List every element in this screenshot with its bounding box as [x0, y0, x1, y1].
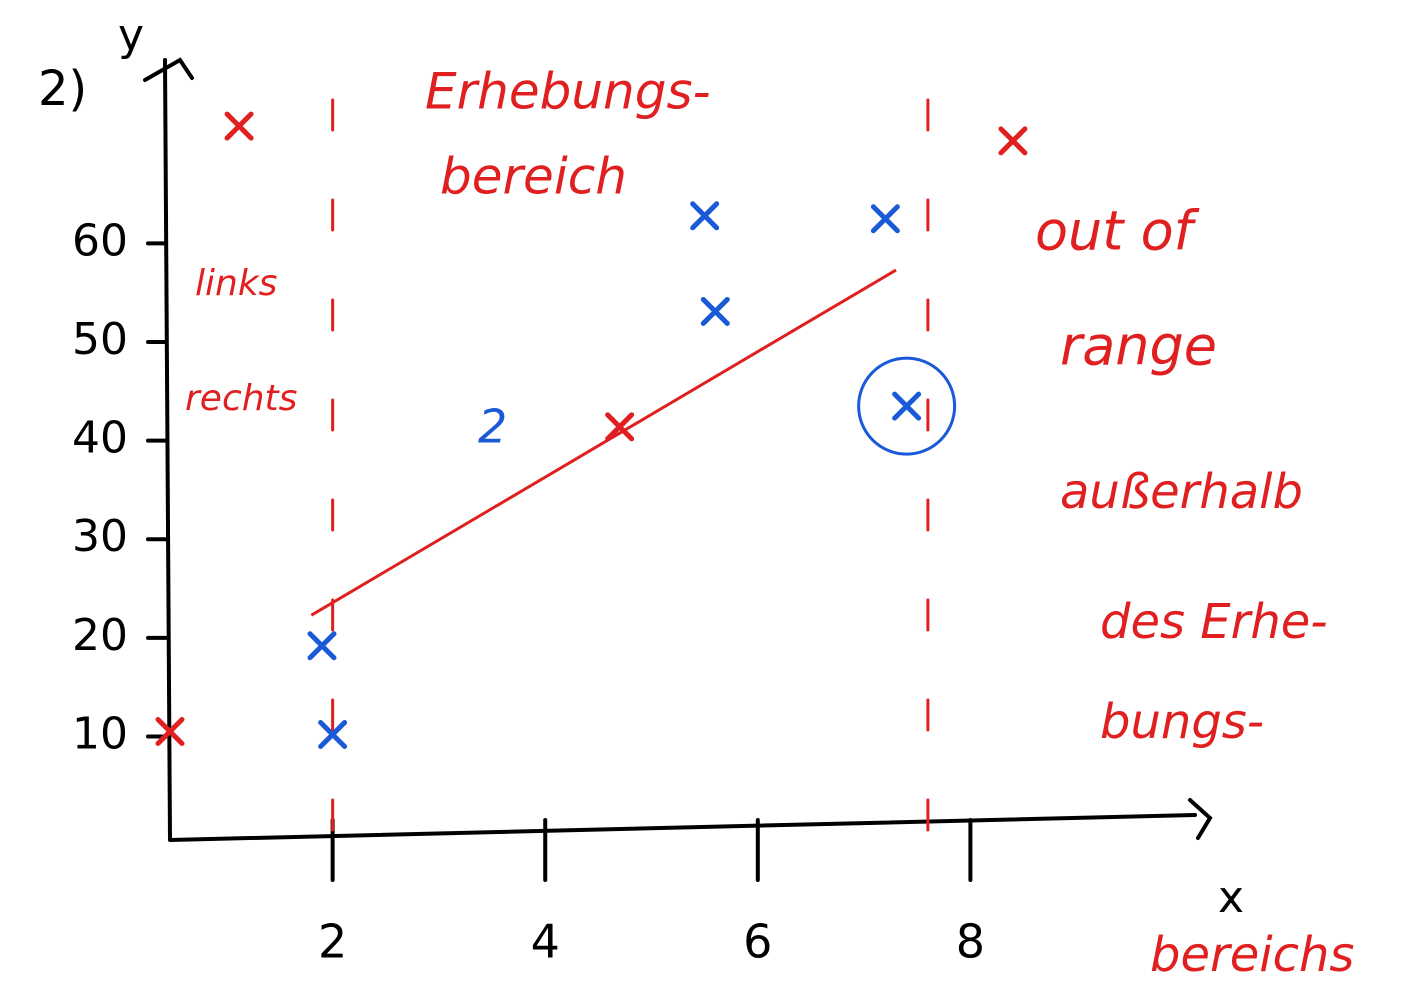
- point: [693, 204, 717, 228]
- point: [873, 207, 897, 231]
- annotation: out of: [1035, 200, 1200, 263]
- x-axis-label: x: [1218, 872, 1244, 923]
- annotation: Erhebungs-: [425, 63, 711, 121]
- x-tick-label: 2: [318, 915, 347, 969]
- annotation: bereichs: [1150, 927, 1354, 983]
- point: [310, 634, 334, 658]
- y-tick-label: 50: [72, 314, 128, 365]
- annotation: range: [1060, 315, 1217, 378]
- point: [227, 114, 251, 138]
- point: [1001, 129, 1025, 153]
- annotation: links: [195, 263, 277, 304]
- x-tick-label: 8: [956, 915, 985, 969]
- annotation: des Erhe-: [1100, 594, 1328, 650]
- annotation: außerhalb: [1060, 464, 1303, 520]
- annotation: rechts: [185, 378, 297, 419]
- y-tick-label: 30: [72, 511, 128, 562]
- annotation: 2: [478, 400, 507, 454]
- point: [895, 394, 919, 418]
- axes: [145, 60, 1210, 840]
- x-tick-label: 6: [743, 915, 772, 969]
- annotation: bungs-: [1100, 694, 1264, 750]
- trend-line: [311, 270, 896, 615]
- point: [703, 299, 727, 323]
- exercise-label: 2): [38, 61, 87, 117]
- y-tick-label: 10: [72, 708, 128, 759]
- y-axis-label: y: [118, 10, 144, 61]
- y-tick-label: 20: [72, 610, 128, 661]
- chart: 2) y x 2 4 6 8 10 20 30 40 50 60 Erhebungs-bereich…: [0, 0, 1424, 993]
- y-tick-label: 60: [72, 215, 128, 266]
- y-tick-label: 40: [72, 413, 128, 464]
- annotation: bereich: [440, 148, 627, 206]
- x-tick-label: 4: [531, 915, 560, 969]
